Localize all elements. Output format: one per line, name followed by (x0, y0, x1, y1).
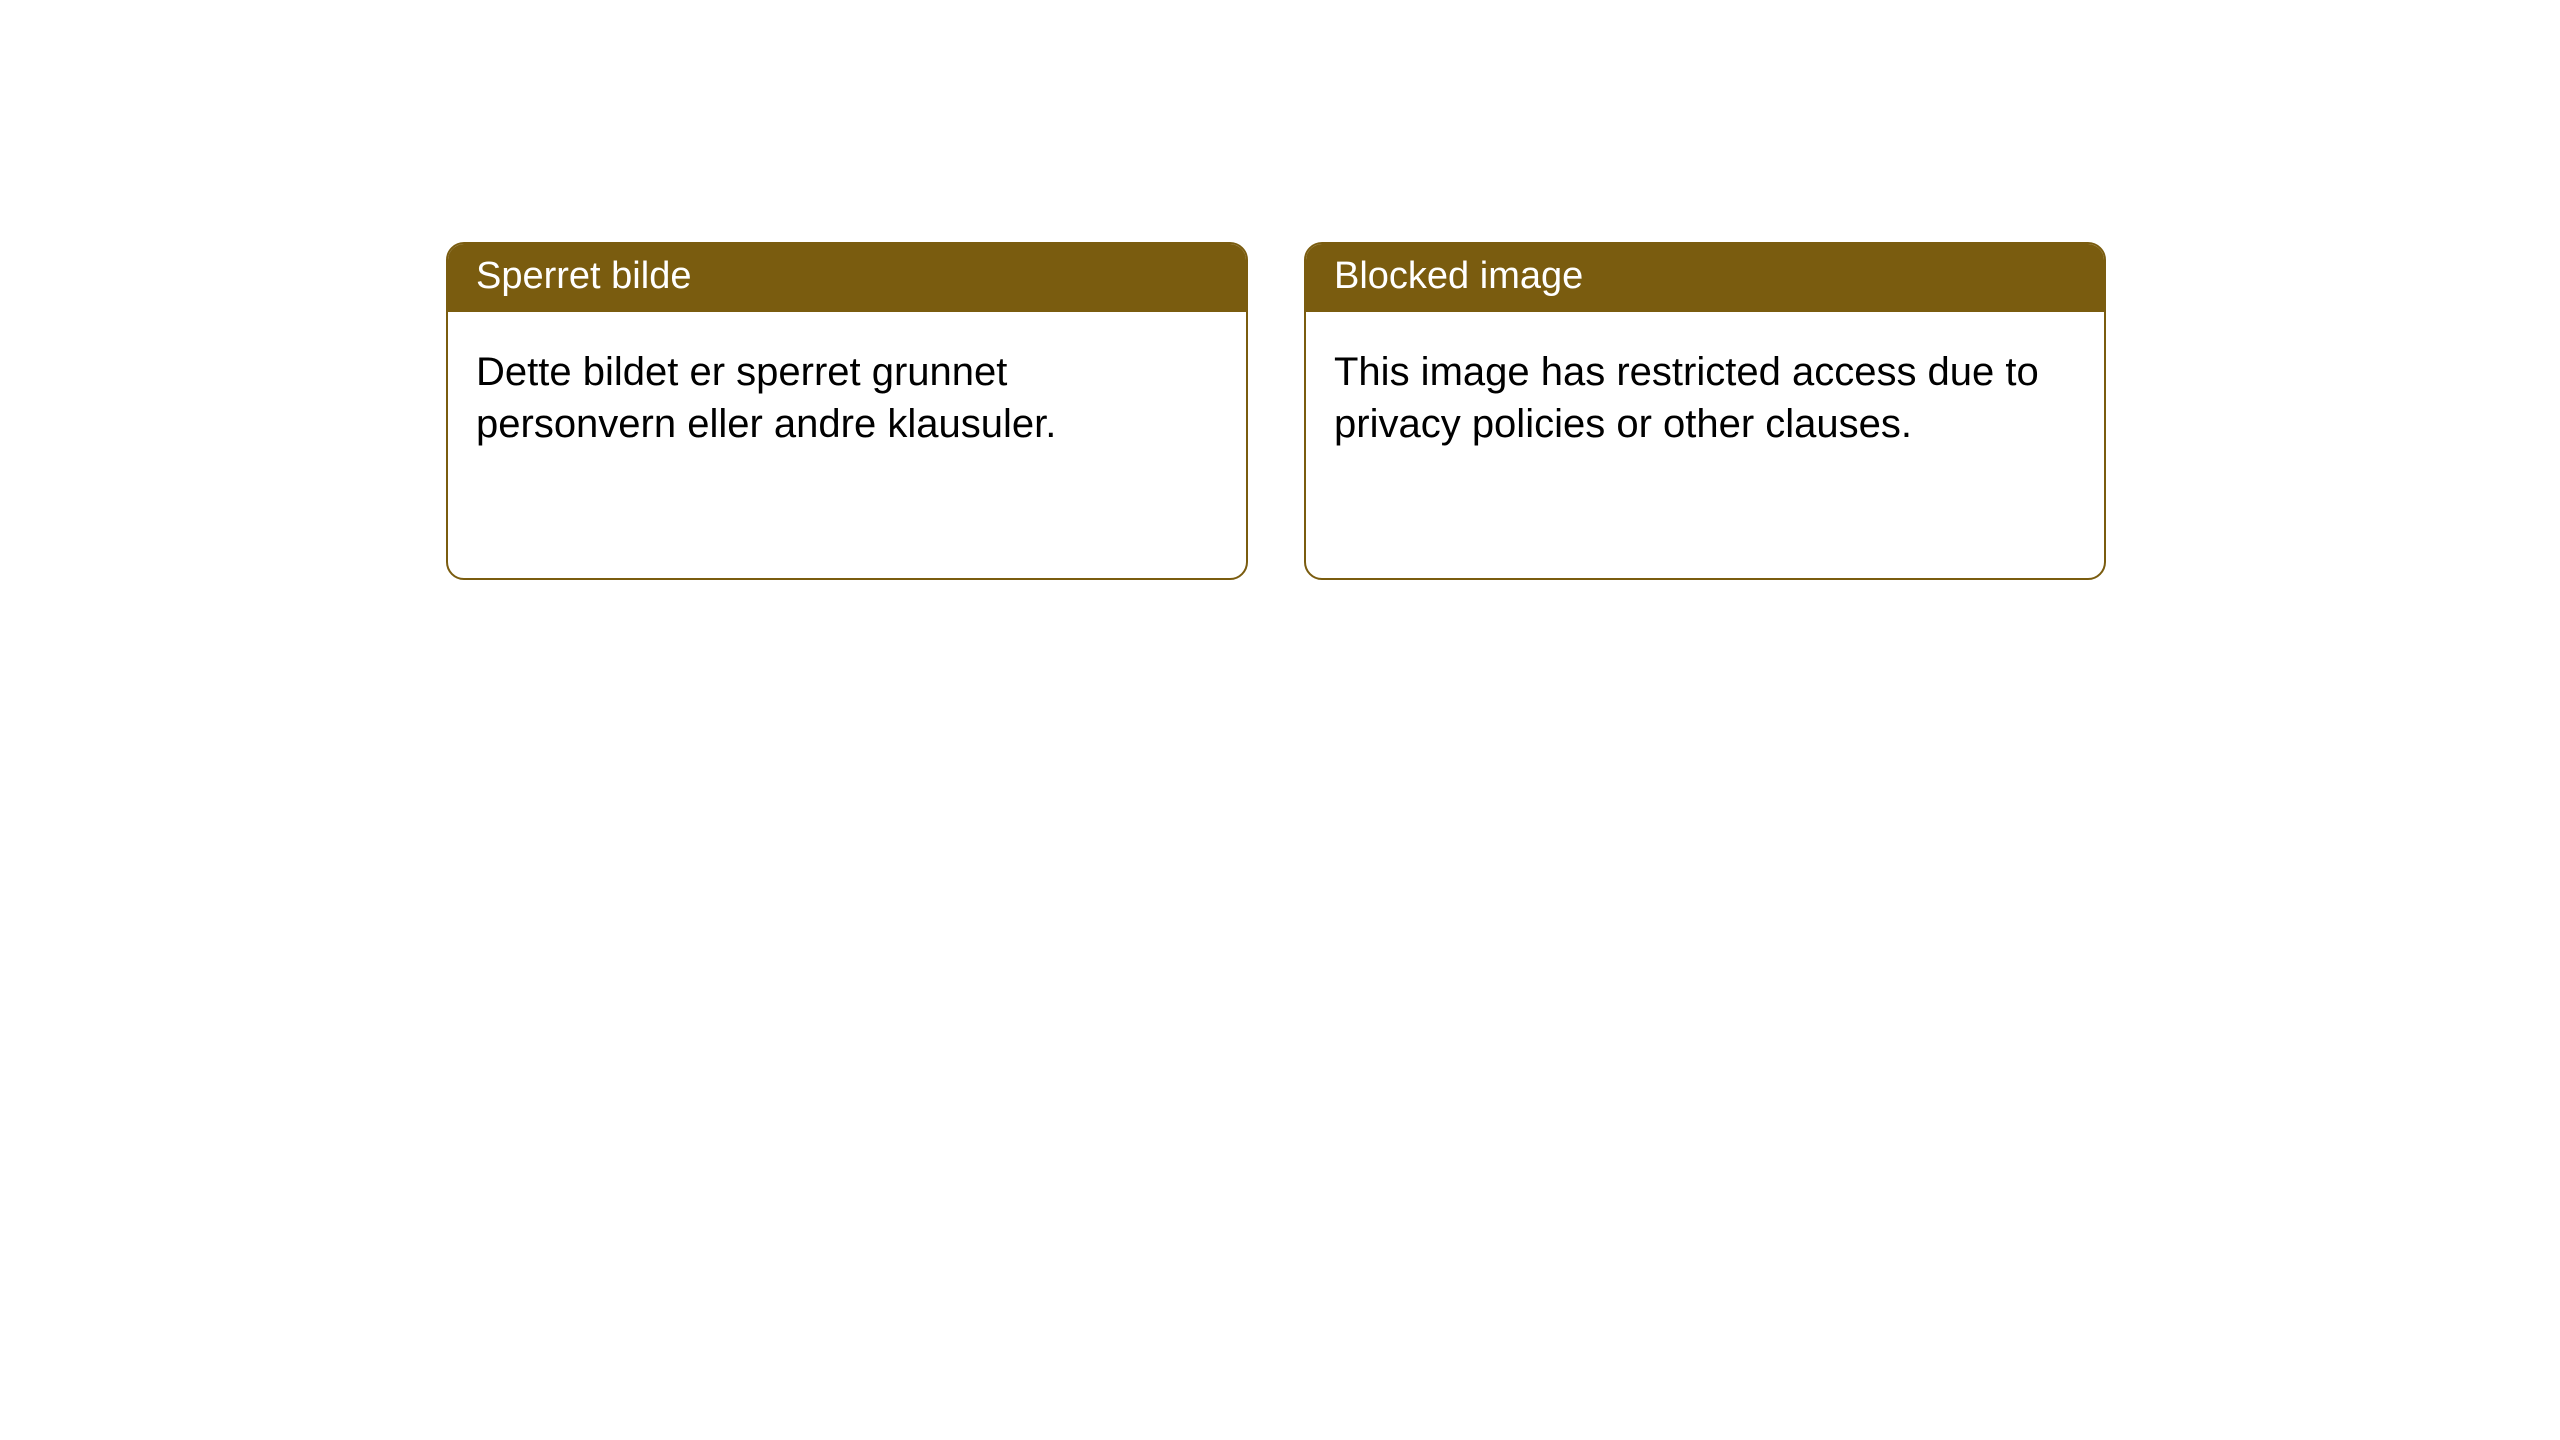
notice-card-body: Dette bildet er sperret grunnet personve… (448, 312, 1246, 486)
notice-card-english: Blocked image This image has restricted … (1304, 242, 2106, 580)
notice-card-norwegian: Sperret bilde Dette bildet er sperret gr… (446, 242, 1248, 580)
notice-card-title: Sperret bilde (448, 244, 1246, 312)
notice-card-body: This image has restricted access due to … (1306, 312, 2104, 486)
notice-cards-container: Sperret bilde Dette bildet er sperret gr… (0, 0, 2560, 580)
notice-card-title: Blocked image (1306, 244, 2104, 312)
